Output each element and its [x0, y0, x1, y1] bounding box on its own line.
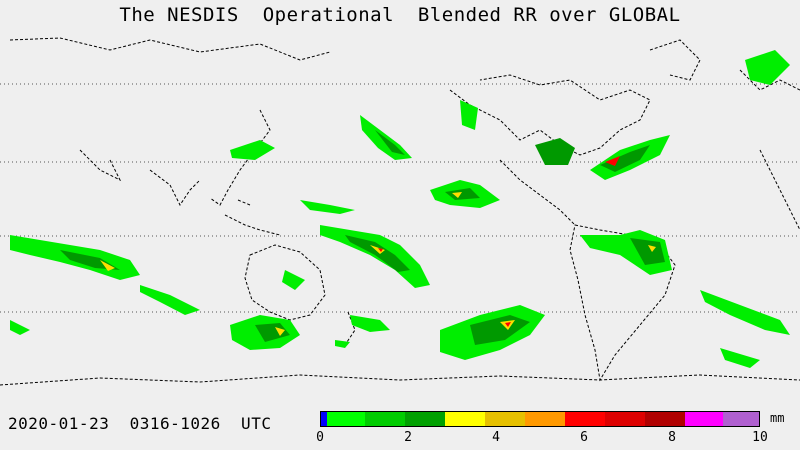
- colorbar-segment: [485, 412, 525, 426]
- precip-indian-ocean-heavy: [100, 260, 115, 271]
- latitude-gridlines: [0, 83, 800, 313]
- precip-spcz-heavy: [370, 245, 385, 254]
- precip-newzealand-region: [335, 340, 350, 348]
- precip-spcz-intense: [378, 248, 383, 252]
- colorbar-segment: [685, 412, 723, 426]
- precip-west-pacific-north: [230, 140, 275, 160]
- colorbar-unit: mm: [770, 411, 785, 425]
- coastline-india: [149, 169, 201, 206]
- coastline-australia: [244, 244, 326, 321]
- precip-europe: [745, 50, 790, 85]
- colorbar-tick: 2: [404, 430, 412, 445]
- colorbar-segment: [327, 412, 365, 426]
- colorbar-segment: [645, 412, 685, 426]
- precip-north-pacific-east-heavy: [452, 192, 462, 198]
- colorbar-tick: 10: [752, 430, 768, 445]
- precip-north-pacific-east-core: [445, 188, 480, 200]
- precip-pacific-northwest: [460, 100, 478, 130]
- coastline-antarctica: [0, 374, 800, 386]
- precip-south-america-core: [630, 238, 665, 265]
- precip-north-atlantic-heavy: [605, 156, 620, 166]
- precip-south-atlantic: [700, 290, 790, 335]
- precip-spcz-core: [345, 235, 410, 272]
- precipitation-areas: [10, 50, 790, 368]
- precip-south-pacific-intense: [505, 322, 511, 327]
- precip-north-atlantic-core: [600, 145, 650, 172]
- colorbar-tick: 8: [668, 430, 676, 445]
- colorbar-segment: [605, 412, 645, 426]
- colorbar-segment: [445, 412, 485, 426]
- precip-australia-east-heavy: [275, 327, 285, 336]
- precip-south-indian: [140, 285, 200, 315]
- coastline-arabia: [79, 149, 122, 182]
- colorbar-segment: [365, 412, 405, 426]
- page-title: The NESDIS Operational Blended RR over G…: [119, 4, 681, 26]
- coastline-north-asia: [9, 37, 331, 61]
- colorbar-segment: [565, 412, 605, 426]
- colorbar-segment: [405, 412, 445, 426]
- colorbar-segment: [525, 412, 565, 426]
- coastline-east-asia: [209, 109, 271, 206]
- precip-southwest: [10, 320, 30, 335]
- precip-spcz: [320, 225, 430, 288]
- coastline-central-america: [499, 159, 576, 226]
- coastline-europe: [739, 69, 800, 91]
- coastline-africa: [759, 149, 800, 231]
- colorbar-tick: 6: [580, 430, 588, 445]
- coastlines: [0, 37, 800, 386]
- colorbar-ticks: 0 2 4 6 8 10: [316, 430, 768, 448]
- precip-australia-east-core: [255, 323, 290, 342]
- precip-north-america: [535, 138, 575, 165]
- precip-tropical-west: [300, 200, 355, 214]
- coastline-indonesia: [224, 199, 281, 236]
- date-range-label: 2020-01-23 0316-1026 UTC: [8, 414, 272, 433]
- precip-north-pacific-west-core: [375, 130, 405, 155]
- map-canvas: [0, 37, 800, 386]
- coastline-north-america: [449, 74, 651, 156]
- precip-south-pacific-core: [470, 315, 530, 345]
- colorbar-tick: 0: [316, 430, 324, 445]
- colorbar-tick: 4: [492, 430, 500, 445]
- colorbar-segment: [321, 412, 327, 426]
- precip-north-pacific-west: [360, 115, 412, 160]
- coastline-greenland: [649, 39, 701, 81]
- precip-south-america-heavy: [648, 245, 656, 252]
- precip-antarctic-edge: [720, 348, 760, 368]
- colorbar-segment: [723, 412, 759, 426]
- precip-south-pacific-west: [350, 315, 390, 332]
- precipitation-map: [0, 30, 800, 402]
- precip-australia-north: [282, 270, 305, 290]
- colorbar: [320, 411, 760, 427]
- coastline-new-zealand: [344, 311, 356, 346]
